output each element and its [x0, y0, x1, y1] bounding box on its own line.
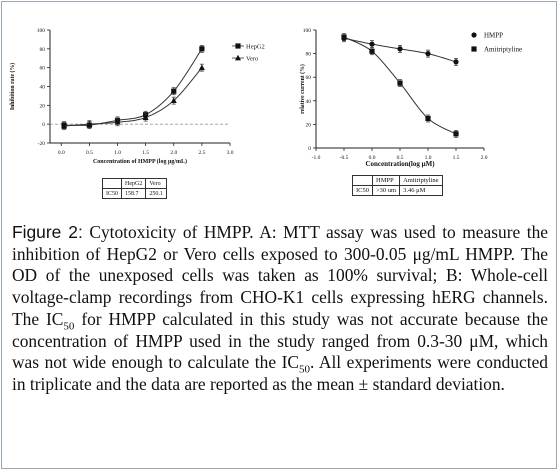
table-cell: Vero	[145, 178, 167, 189]
data-point	[453, 59, 459, 65]
y-tick-label: 80	[40, 47, 46, 53]
caption-subscript: 50	[63, 320, 75, 333]
series-line	[64, 48, 203, 126]
table-cell: HepG2	[120, 178, 147, 189]
y-tick-label: 60	[40, 66, 46, 72]
table-cell: 250.1	[145, 188, 167, 199]
y-tick-label: 100	[37, 28, 46, 34]
x-tick-label: 1.5	[453, 155, 460, 161]
x-tick-label: -1.0	[312, 155, 321, 161]
y-tick-label: 20	[40, 103, 46, 109]
data-point	[425, 115, 431, 122]
table-cell	[352, 175, 373, 186]
x-tick-label: -0.5	[340, 155, 349, 161]
data-point	[471, 32, 477, 38]
data-point	[425, 51, 431, 57]
y-tick-label: 40	[306, 99, 312, 105]
y-axis-label: relative current (%)	[299, 64, 306, 114]
chart-b: 0 20 40 60 80 100 -1.0 -0.5 0.0 0.5 1.0 1.5 2.0 Conce…	[299, 28, 522, 168]
x-tick-label: 2.0	[170, 150, 177, 156]
y-tick-label: 60	[306, 75, 312, 81]
data-point	[341, 34, 347, 40]
caption-subscript: 50	[298, 363, 310, 376]
data-point	[471, 46, 477, 52]
data-point	[86, 120, 93, 127]
table-cell: 3.46 μM	[399, 185, 443, 196]
caption-label: Figure 2:	[12, 222, 83, 242]
table-header-row: HMPP Amitriptyline	[352, 175, 443, 186]
data-point	[198, 64, 205, 71]
legend-label: Amitriptyline	[484, 45, 522, 53]
x-tick-label: 1.5	[142, 150, 149, 156]
table-cell: 158.7	[120, 188, 147, 199]
data-point	[142, 114, 149, 120]
table-cell: IC50	[102, 188, 122, 199]
table-cell: Amitriptyline	[399, 175, 443, 186]
figure-caption: Figure 2: Cytotoxicity of HMPP. A: MTT a…	[12, 222, 548, 396]
y-tick-label: 0	[42, 122, 45, 128]
data-point	[369, 41, 375, 47]
x-axis-label: Concentration(log μM)	[365, 160, 435, 168]
table-cell: >30 um	[371, 185, 401, 196]
data-point	[397, 80, 403, 86]
x-tick-label: 1.0	[114, 150, 121, 156]
x-tick-label: 2.0	[481, 155, 488, 161]
table-cell	[102, 178, 122, 189]
data-point	[114, 119, 121, 125]
y-axis-label: Inhibition rate (%)	[9, 63, 16, 110]
table-cell: IC50	[352, 185, 373, 196]
y-tick-label: -20	[38, 141, 46, 147]
y-tick-label: 80	[306, 52, 312, 58]
legend-label: Vero	[246, 55, 258, 62]
ic50-table-b: HMPP Amitriptyline IC50 >30 um 3.46 μM	[352, 175, 443, 196]
data-point	[170, 97, 177, 104]
data-point	[397, 46, 403, 52]
x-axis-label: Concentration of HMPP (log μg/mL)	[93, 158, 187, 165]
data-point	[369, 48, 375, 54]
chart-a: -20 0 20 40 60 80 100 0.0 0.5 1.0 1.5 2.0 2.5 3.0 Conc…	[9, 28, 265, 165]
y-tick-label: 40	[40, 85, 46, 91]
ic50-table-a: HepG2 Vero IC50 158.7 250.1	[102, 178, 167, 199]
data-point	[235, 54, 241, 61]
data-point	[171, 88, 177, 94]
caption-text: . All experiments were conducted in trip…	[12, 352, 548, 394]
y-tick-label: 20	[306, 122, 312, 128]
data-point	[61, 122, 68, 129]
series-line	[64, 67, 203, 127]
x-tick-label: 0.0	[369, 155, 376, 161]
table-row: IC50 >30 um 3.46 μM	[352, 185, 443, 196]
caption-text: for HMPP calculated in this study was no…	[12, 308, 548, 373]
data-point	[235, 43, 241, 49]
y-tick-label: 0	[308, 146, 311, 152]
table-cell: HMPP	[371, 175, 401, 186]
table-header-row: HepG2 Vero	[102, 178, 167, 189]
x-tick-label: 0.5	[397, 155, 404, 161]
legend-label: HMPP	[484, 31, 503, 39]
caption-text: Cytotoxicity of HMPP. A: MTT assay was u…	[12, 222, 548, 329]
x-tick-label: 0.0	[58, 150, 65, 156]
legend-label: HepG2	[246, 43, 265, 50]
x-tick-label: 3.0	[227, 150, 234, 156]
data-point	[453, 131, 459, 137]
x-tick-label: 1.0	[425, 155, 432, 161]
x-tick-label: 2.5	[198, 150, 205, 156]
data-point	[199, 46, 205, 52]
y-tick-label: 100	[303, 28, 312, 34]
x-tick-label: 0.5	[86, 150, 93, 156]
table-row: IC50 158.7 250.1	[102, 188, 167, 199]
